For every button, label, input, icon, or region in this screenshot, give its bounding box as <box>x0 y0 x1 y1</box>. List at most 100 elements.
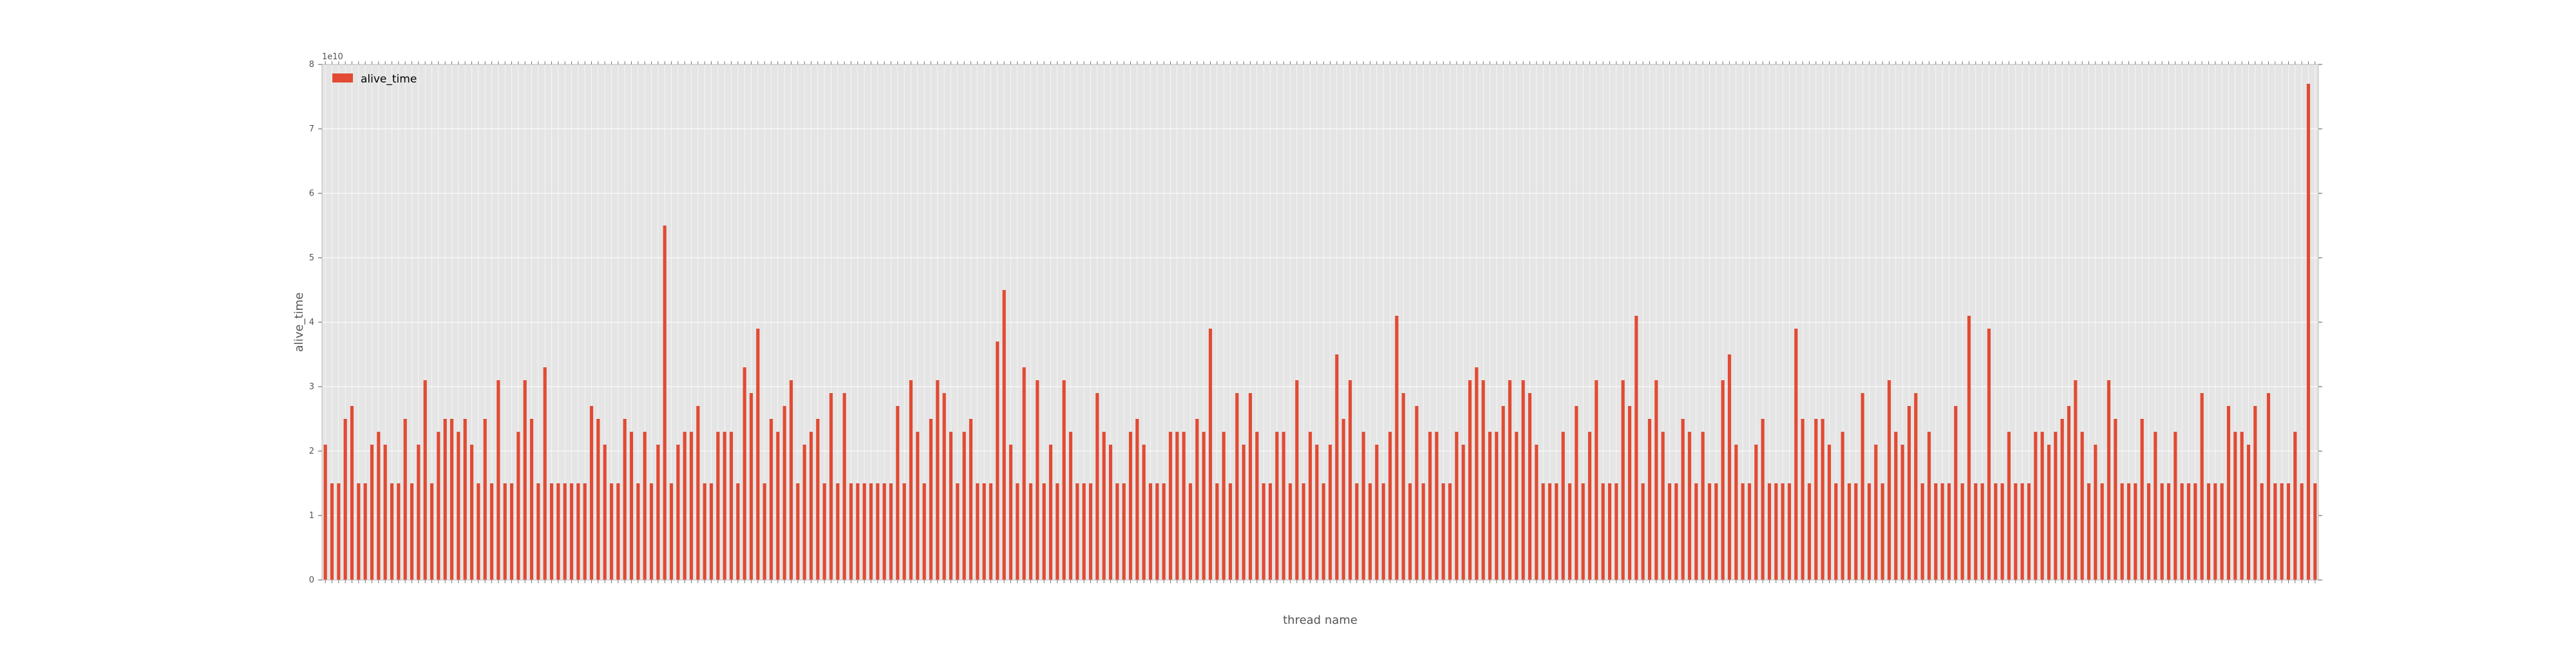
bar <box>583 483 587 580</box>
bar <box>676 445 680 580</box>
bar <box>1461 445 1465 580</box>
bar <box>1102 432 1106 580</box>
bar <box>629 432 634 580</box>
bar <box>2014 483 2018 580</box>
bar <box>656 445 660 580</box>
bar <box>450 419 454 580</box>
bar <box>1801 419 1804 580</box>
bar <box>1488 432 1492 580</box>
bar <box>1567 483 1572 580</box>
bar <box>377 432 381 580</box>
bar <box>1794 329 1798 580</box>
bar <box>1401 393 1405 580</box>
bars <box>323 84 2317 580</box>
bar <box>1275 432 1279 580</box>
legend-label-alive-time: alive_time <box>361 73 417 86</box>
bar <box>1062 380 1066 580</box>
bar <box>1202 432 1206 580</box>
bar <box>1408 483 1412 580</box>
bar <box>869 483 873 580</box>
bar <box>1627 406 1632 580</box>
x-axis-ticks <box>325 61 2316 583</box>
bar <box>443 419 447 580</box>
bar <box>1435 432 1439 580</box>
bar <box>596 419 600 580</box>
bar <box>1987 329 1991 580</box>
bar <box>2273 483 2277 580</box>
bar <box>423 380 427 580</box>
bar <box>1601 483 1605 580</box>
bar <box>1501 406 1505 580</box>
bar <box>549 483 554 580</box>
bar <box>1714 483 1718 580</box>
bar <box>1681 419 1685 580</box>
bar <box>776 432 780 580</box>
bar <box>1075 483 1079 580</box>
bar <box>2260 483 2264 580</box>
bar <box>616 483 620 580</box>
bar <box>2134 483 2137 580</box>
bar <box>2240 432 2244 580</box>
bar <box>1661 432 1665 580</box>
bar <box>1880 483 1884 580</box>
bar <box>2107 380 2111 580</box>
bar <box>762 483 766 580</box>
bar <box>403 419 407 580</box>
bar <box>529 419 534 580</box>
bar <box>1707 483 1712 580</box>
y-axis-offset-label: 1e10 <box>322 52 343 62</box>
bar <box>1701 432 1705 580</box>
bar <box>1302 483 1305 580</box>
bar <box>2074 380 2078 580</box>
bar <box>1781 483 1785 580</box>
bar <box>2080 432 2084 580</box>
bar <box>1940 483 1944 580</box>
bar <box>1315 445 1319 580</box>
bar <box>1395 316 1399 580</box>
bar <box>509 483 514 580</box>
bar <box>736 483 740 580</box>
bar <box>370 445 374 580</box>
bar <box>2253 406 2257 580</box>
bar <box>417 445 421 580</box>
bar <box>497 380 500 580</box>
bar <box>1335 354 1339 580</box>
y-tick-label: 6 <box>309 189 314 198</box>
bar <box>1056 483 1059 580</box>
bar <box>569 483 574 580</box>
bar <box>816 419 820 580</box>
bar <box>1674 483 1678 580</box>
bar <box>523 380 527 580</box>
bar <box>1894 432 1898 580</box>
bar <box>2174 432 2177 580</box>
bar <box>1182 432 1186 580</box>
bar <box>1142 445 1146 580</box>
bar <box>1967 316 1971 580</box>
bar <box>603 445 607 580</box>
bar <box>2126 483 2131 580</box>
bar <box>1175 432 1179 580</box>
bar <box>2280 483 2284 580</box>
bar <box>1974 483 1978 580</box>
bar <box>2027 483 2031 580</box>
bar <box>1108 445 1113 580</box>
bar <box>2094 445 2098 580</box>
bar <box>1361 432 1365 580</box>
bar <box>949 432 953 580</box>
bar <box>330 483 334 580</box>
bar <box>357 483 361 580</box>
bar <box>2087 483 2091 580</box>
bar <box>1022 367 1026 580</box>
bar <box>363 483 367 580</box>
bar <box>1994 483 1998 580</box>
bar <box>1068 432 1073 580</box>
bar <box>2020 483 2024 580</box>
bar <box>2140 419 2144 580</box>
bar <box>1255 432 1259 580</box>
bar <box>1016 483 1019 580</box>
x-axis-label: thread name <box>1283 613 1358 627</box>
y-tick-label: 4 <box>309 318 314 327</box>
bar <box>2193 483 2197 580</box>
bar <box>1914 393 1918 580</box>
